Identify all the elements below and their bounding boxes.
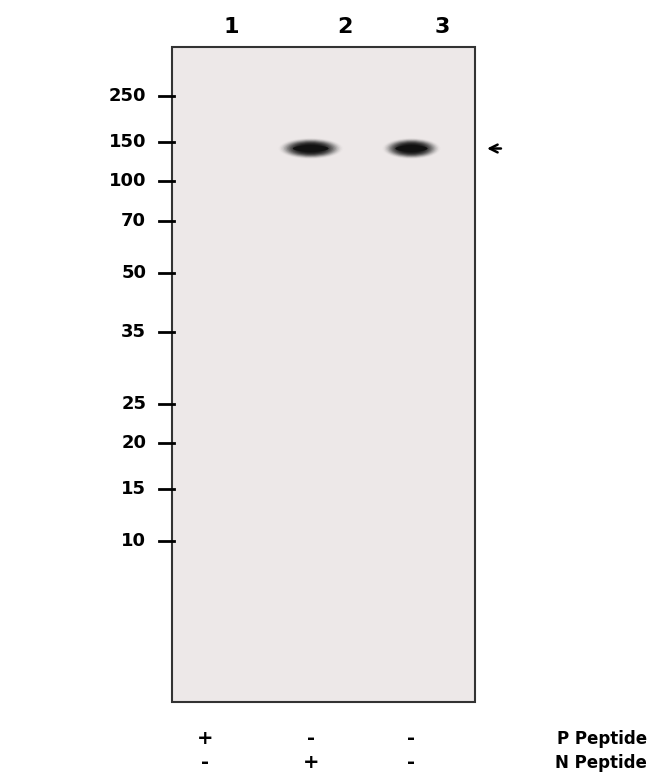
Ellipse shape — [304, 147, 317, 151]
Bar — [172, 47, 474, 702]
Text: 2: 2 — [337, 17, 352, 38]
Ellipse shape — [393, 142, 430, 155]
Text: -: - — [307, 729, 315, 748]
Ellipse shape — [400, 144, 422, 152]
Text: N Peptide: N Peptide — [555, 754, 647, 771]
Ellipse shape — [407, 147, 416, 150]
Ellipse shape — [394, 142, 429, 154]
Ellipse shape — [399, 144, 424, 153]
Text: 25: 25 — [122, 395, 146, 413]
Ellipse shape — [395, 143, 428, 154]
Text: 250: 250 — [109, 87, 146, 105]
Ellipse shape — [285, 140, 336, 157]
Ellipse shape — [297, 144, 324, 153]
Ellipse shape — [395, 145, 428, 151]
Text: 10: 10 — [122, 532, 146, 550]
Ellipse shape — [289, 141, 333, 156]
Ellipse shape — [283, 140, 339, 158]
Ellipse shape — [386, 140, 437, 158]
Text: 3: 3 — [434, 17, 450, 38]
Ellipse shape — [387, 140, 436, 158]
Ellipse shape — [403, 146, 420, 151]
Ellipse shape — [398, 143, 425, 154]
Ellipse shape — [389, 140, 434, 157]
Text: 50: 50 — [122, 264, 146, 282]
Ellipse shape — [406, 147, 417, 151]
Text: 100: 100 — [109, 172, 146, 191]
Ellipse shape — [294, 143, 327, 154]
Text: 20: 20 — [122, 434, 146, 452]
Text: 15: 15 — [122, 480, 146, 498]
Text: -: - — [408, 753, 415, 772]
Text: -: - — [201, 753, 209, 772]
Ellipse shape — [290, 142, 332, 155]
Ellipse shape — [300, 145, 321, 152]
Text: P Peptide: P Peptide — [556, 730, 647, 747]
Ellipse shape — [385, 139, 438, 158]
Ellipse shape — [306, 147, 316, 150]
Ellipse shape — [303, 146, 318, 151]
Ellipse shape — [404, 146, 419, 151]
Ellipse shape — [287, 141, 335, 156]
Text: -: - — [408, 729, 415, 748]
Ellipse shape — [292, 145, 328, 151]
Text: +: + — [196, 729, 213, 748]
Text: +: + — [302, 753, 319, 772]
Ellipse shape — [396, 143, 426, 154]
Ellipse shape — [292, 143, 329, 154]
Ellipse shape — [398, 147, 424, 150]
Ellipse shape — [296, 147, 326, 150]
Text: 70: 70 — [122, 212, 146, 230]
Text: 35: 35 — [122, 323, 146, 341]
Ellipse shape — [284, 140, 337, 158]
Text: 150: 150 — [109, 133, 146, 151]
Ellipse shape — [296, 143, 326, 154]
Ellipse shape — [390, 141, 433, 156]
Text: 1: 1 — [223, 17, 239, 38]
Ellipse shape — [302, 146, 320, 151]
Ellipse shape — [391, 141, 432, 156]
Ellipse shape — [402, 145, 421, 152]
Ellipse shape — [291, 142, 330, 154]
Ellipse shape — [298, 144, 323, 152]
Ellipse shape — [281, 139, 341, 158]
